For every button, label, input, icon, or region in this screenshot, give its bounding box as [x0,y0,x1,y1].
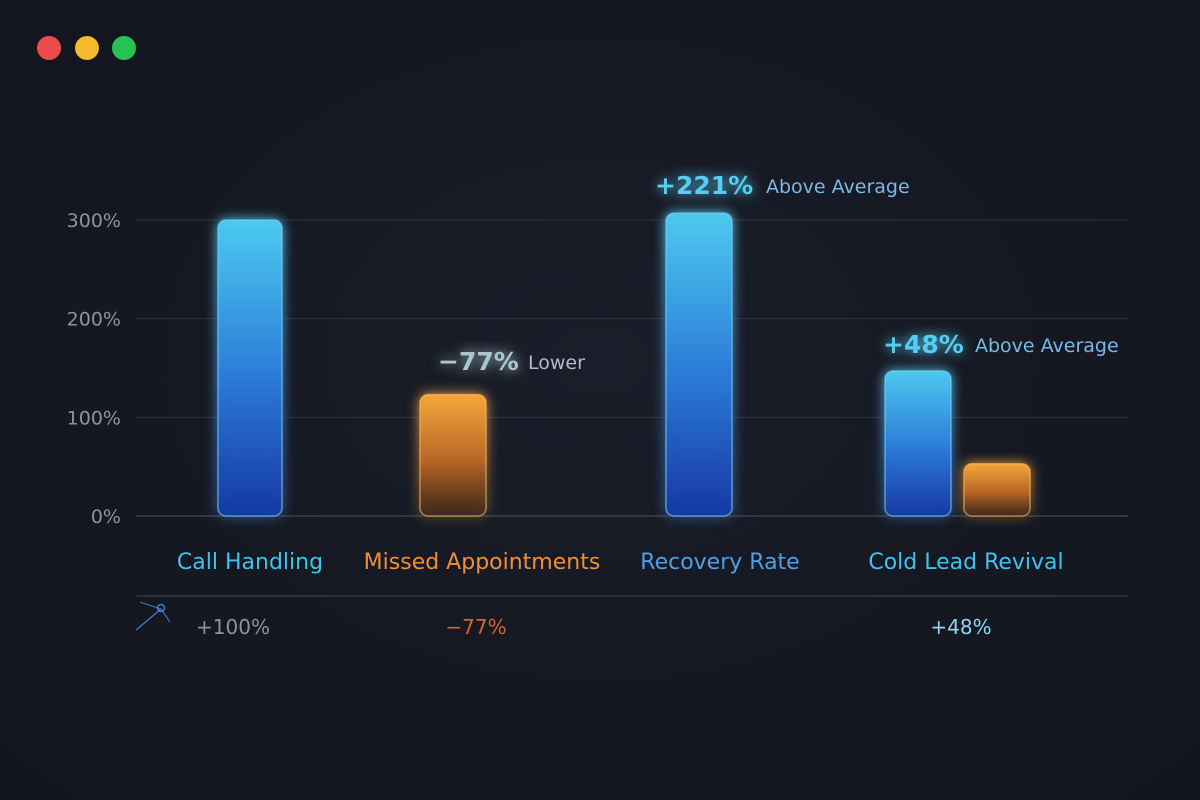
bar-cold-lead-revival-orange [963,462,1031,517]
spark-icon [135,601,171,631]
bar-call-handling-blue [217,219,283,517]
footer-value-call-handling: +100% [196,615,270,639]
annotation-recovery-rate: +221% Above Average [655,171,910,200]
close-window-button[interactable] [37,36,61,60]
annotation-label: Above Average [975,335,1119,357]
annotation-missed-appointments: −77% Lower [438,347,585,376]
footer-value-cold-lead-revival: +48% [930,615,991,639]
category-label-call-handling: Call Handling [177,550,323,575]
category-labels: Call Handling Missed Appointments Recovery… [177,550,1064,575]
annotation-label: Above Average [766,176,910,198]
bar-cold-lead-revival-blue [884,370,952,517]
bar [884,370,952,517]
bar [419,393,487,517]
category-label-missed-appointments: Missed Appointments [364,550,601,575]
bar-recovery-rate-blue [665,212,733,517]
annotation-value: +221% [655,171,753,200]
annotation-label: Lower [528,352,585,374]
annotation-value: +48% [883,330,964,359]
y-tick-label: 100% [67,407,121,429]
category-label-cold-lead-revival: Cold Lead Revival [868,550,1063,575]
y-tick-label: 300% [67,210,121,232]
minimize-window-button[interactable] [75,36,99,60]
bar-missed-appointments-orange [419,393,487,517]
y-tick-label: 0% [91,506,121,528]
bar [217,219,283,517]
bars [217,212,1031,517]
footer-value-missed-appointments: −77% [445,615,506,639]
maximize-window-button[interactable] [112,36,136,60]
grid-lines [136,219,1128,517]
category-label-recovery-rate: Recovery Rate [640,550,799,575]
bar [963,462,1031,517]
bar [665,212,733,517]
annotation-value: −77% [438,347,519,376]
annotation-cold-lead-revival: +48% Above Average [883,330,1119,359]
y-axis: 0% 100% 200% 300% [67,210,121,528]
y-tick-label: 200% [67,309,121,331]
footer: +100% −77% +48% [135,595,1128,639]
annotations: −77% Lower +221% Above Average +48% Above Ave… [438,171,1119,376]
